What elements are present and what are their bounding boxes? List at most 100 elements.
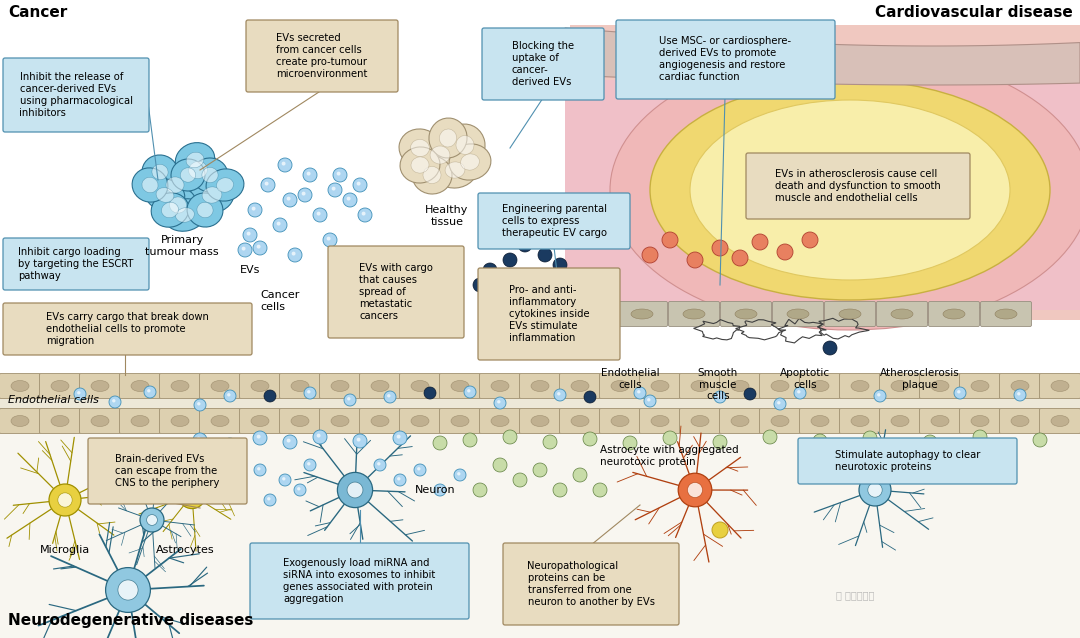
Circle shape (248, 203, 262, 217)
Text: Primary
tumour mass: Primary tumour mass (145, 235, 219, 256)
FancyBboxPatch shape (400, 408, 441, 433)
FancyBboxPatch shape (1039, 408, 1080, 433)
Text: EVs with cargo
that causes
spread of
metastatic
cancers: EVs with cargo that causes spread of met… (359, 263, 433, 321)
Text: EVs secreted
from cancer cells
create pro-tumour
microenvironment: EVs secreted from cancer cells create pr… (276, 33, 367, 79)
Ellipse shape (931, 415, 949, 426)
Ellipse shape (162, 202, 178, 218)
Circle shape (343, 193, 357, 207)
Ellipse shape (931, 380, 949, 392)
FancyBboxPatch shape (1039, 373, 1080, 399)
Circle shape (687, 252, 703, 268)
Circle shape (337, 472, 373, 508)
Circle shape (286, 439, 291, 443)
Circle shape (253, 241, 267, 255)
Circle shape (283, 193, 297, 207)
Ellipse shape (190, 177, 234, 213)
Circle shape (394, 474, 406, 486)
Circle shape (303, 168, 318, 182)
Circle shape (774, 398, 786, 410)
Ellipse shape (159, 187, 197, 223)
Circle shape (313, 430, 327, 444)
Ellipse shape (145, 179, 185, 211)
Circle shape (254, 464, 266, 476)
Circle shape (387, 394, 391, 397)
Ellipse shape (731, 415, 750, 426)
Circle shape (492, 458, 507, 472)
FancyBboxPatch shape (519, 373, 561, 399)
Circle shape (374, 459, 386, 471)
Circle shape (554, 389, 566, 401)
Circle shape (417, 467, 420, 470)
Circle shape (503, 253, 517, 267)
Circle shape (797, 390, 800, 394)
Ellipse shape (330, 380, 349, 392)
Ellipse shape (411, 380, 429, 392)
Ellipse shape (943, 309, 966, 319)
Circle shape (307, 390, 310, 394)
Circle shape (637, 390, 640, 394)
Ellipse shape (372, 415, 389, 426)
Circle shape (434, 484, 446, 496)
FancyBboxPatch shape (440, 408, 481, 433)
Ellipse shape (611, 415, 629, 426)
Circle shape (337, 172, 340, 175)
Ellipse shape (460, 154, 480, 170)
FancyBboxPatch shape (482, 28, 604, 100)
Circle shape (356, 182, 361, 186)
FancyBboxPatch shape (160, 408, 201, 433)
Circle shape (437, 487, 441, 491)
Ellipse shape (579, 309, 600, 319)
Circle shape (297, 487, 300, 491)
Circle shape (688, 482, 703, 498)
Circle shape (238, 243, 252, 257)
Circle shape (243, 228, 257, 242)
Ellipse shape (1011, 380, 1029, 392)
Ellipse shape (433, 152, 477, 188)
FancyBboxPatch shape (879, 408, 920, 433)
Circle shape (498, 288, 512, 302)
Circle shape (424, 387, 436, 399)
Circle shape (253, 431, 267, 445)
Circle shape (644, 395, 656, 407)
Ellipse shape (206, 169, 244, 201)
FancyBboxPatch shape (480, 408, 521, 433)
Ellipse shape (851, 380, 869, 392)
FancyBboxPatch shape (639, 373, 680, 399)
FancyBboxPatch shape (679, 373, 720, 399)
Ellipse shape (143, 155, 178, 189)
Circle shape (282, 477, 285, 480)
Circle shape (507, 301, 524, 319)
Text: Neuron: Neuron (415, 485, 456, 495)
Text: Neuropathological
proteins can be
transferred from one
neuron to another by EVs: Neuropathological proteins can be transf… (527, 561, 654, 607)
FancyBboxPatch shape (599, 408, 640, 433)
FancyBboxPatch shape (478, 193, 630, 249)
Text: Stimulate autophagy to clear
neurotoxic proteins: Stimulate autophagy to clear neurotoxic … (835, 450, 981, 472)
FancyBboxPatch shape (360, 408, 401, 433)
Ellipse shape (429, 118, 467, 158)
Circle shape (534, 463, 546, 477)
Ellipse shape (91, 415, 109, 426)
Ellipse shape (531, 415, 549, 426)
Circle shape (261, 178, 275, 192)
FancyBboxPatch shape (280, 408, 321, 433)
Circle shape (345, 394, 356, 406)
Ellipse shape (445, 162, 464, 178)
Circle shape (525, 320, 531, 326)
Ellipse shape (11, 415, 29, 426)
Circle shape (859, 474, 891, 506)
Ellipse shape (995, 309, 1017, 319)
Circle shape (279, 474, 291, 486)
FancyBboxPatch shape (877, 302, 928, 327)
Text: Blocking the
uptake of
cancer-
derived EVs: Blocking the uptake of cancer- derived E… (512, 41, 575, 87)
Circle shape (497, 400, 500, 403)
Ellipse shape (423, 167, 441, 184)
Circle shape (823, 341, 837, 355)
FancyBboxPatch shape (959, 408, 1000, 433)
Ellipse shape (839, 309, 861, 319)
FancyBboxPatch shape (400, 373, 441, 399)
Circle shape (473, 278, 487, 292)
Ellipse shape (91, 380, 109, 392)
FancyBboxPatch shape (519, 408, 561, 433)
Ellipse shape (1051, 380, 1069, 392)
Circle shape (178, 482, 205, 508)
